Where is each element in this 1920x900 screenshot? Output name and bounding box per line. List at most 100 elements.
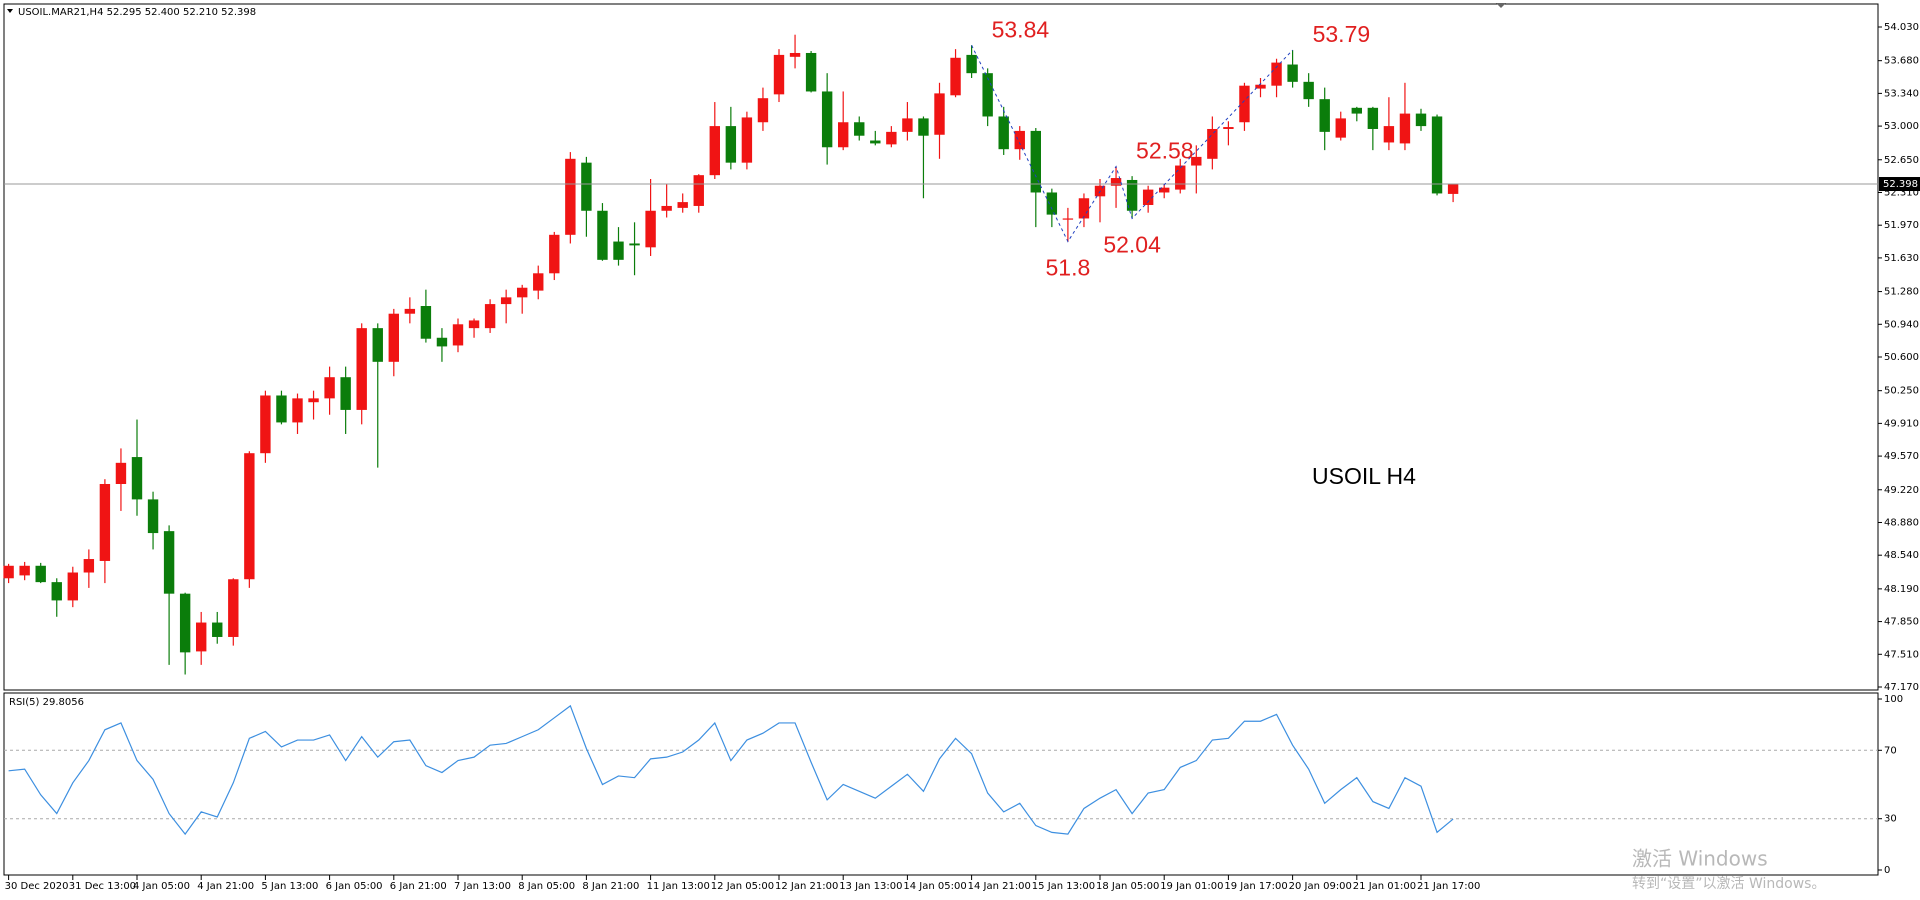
- candle-body: [950, 57, 961, 96]
- candle-body: [1415, 113, 1427, 127]
- symbol-menu-icon[interactable]: [7, 9, 13, 13]
- candle-body: [854, 122, 865, 136]
- candle-body: [484, 304, 496, 329]
- x-tick-label: 15 Jan 13:00: [1032, 881, 1095, 892]
- candle-body: [163, 531, 175, 594]
- candle-body: [581, 162, 592, 211]
- candle-body: [228, 579, 239, 637]
- candle-body: [1110, 178, 1122, 186]
- rsi-line: [8, 704, 1454, 836]
- candle-body: [260, 395, 271, 454]
- price-tag: [1879, 177, 1920, 192]
- y-tick-label: 47.510: [1884, 649, 1919, 660]
- price-tag-label: 52.398: [1883, 179, 1918, 190]
- candle-body: [115, 462, 127, 484]
- candle-body: [838, 122, 849, 148]
- y-tick-label: 50.600: [1884, 352, 1919, 363]
- x-tick-label: 21 Jan 01:00: [1353, 881, 1416, 892]
- candle-body: [918, 118, 929, 136]
- candle-body: [1287, 64, 1298, 82]
- y-tick-label: 49.910: [1884, 418, 1919, 429]
- y-tick-label: 48.190: [1884, 584, 1919, 595]
- x-tick-label: 4 Jan 21:00: [197, 881, 254, 892]
- rsi-panel: [3, 692, 1879, 876]
- candle-body: [1175, 165, 1186, 190]
- x-tick-label: 14 Jan 21:00: [968, 881, 1031, 892]
- annotation-label: 53.79: [1313, 21, 1371, 47]
- y-tick-label: 53.340: [1884, 88, 1919, 99]
- candle-body: [966, 54, 977, 74]
- annotation-label: 51.8: [1046, 255, 1091, 281]
- candle-body: [468, 320, 480, 329]
- shift-marker: [1496, 3, 1506, 8]
- y-tick-label: 0: [1884, 865, 1890, 876]
- candle-body: [147, 499, 159, 534]
- candle-body: [388, 313, 399, 362]
- y-tick-label: 53.680: [1884, 56, 1919, 67]
- candle-body: [179, 593, 191, 653]
- candle-body: [276, 395, 287, 423]
- candle-body: [693, 175, 704, 206]
- y-tick-label: 48.540: [1884, 550, 1919, 561]
- y-tick-label: 54.030: [1884, 22, 1919, 33]
- candle-body: [3, 565, 14, 579]
- candle-body: [1319, 99, 1330, 132]
- x-tick-label: 31 Dec 13:00: [69, 881, 136, 892]
- annotation-label: 53.84: [992, 16, 1050, 42]
- candle-body: [500, 297, 512, 305]
- candle-body: [67, 572, 78, 601]
- y-tick-label: 30: [1884, 814, 1897, 825]
- x-tick-label: 6 Jan 21:00: [390, 881, 447, 892]
- candle-body: [1191, 156, 1202, 166]
- candle-body: [982, 73, 993, 117]
- candle-body: [902, 118, 913, 132]
- candle-body: [1255, 84, 1266, 89]
- candle-body: [597, 210, 608, 260]
- chart-header: USOIL.MAR21,H4 52.295 52.400 52.210 52.3…: [18, 7, 256, 18]
- x-tick-label: 12 Jan 21:00: [775, 881, 838, 892]
- x-tick-label: 21 Jan 17:00: [1417, 881, 1480, 892]
- x-tick-label: 11 Jan 13:00: [647, 881, 710, 892]
- candle-body: [324, 377, 335, 399]
- y-tick-label: 48.880: [1884, 517, 1919, 528]
- candle-body: [1351, 107, 1362, 114]
- candle-body: [83, 559, 95, 573]
- x-tick-label: 5 Jan 13:00: [261, 881, 318, 892]
- candle-body: [517, 287, 528, 298]
- x-tick-label: 8 Jan 21:00: [582, 881, 639, 892]
- y-tick-label: 53.000: [1884, 121, 1919, 132]
- candle-body: [565, 158, 576, 235]
- candle-body: [1399, 113, 1411, 144]
- y-tick-label: 70: [1884, 745, 1897, 756]
- candle-body: [934, 93, 945, 135]
- x-tick-label: 7 Jan 13:00: [454, 881, 511, 892]
- candle-body: [51, 582, 62, 601]
- candle-body: [1046, 192, 1058, 215]
- candle-body: [613, 241, 624, 260]
- y-tick-label: 50.250: [1884, 386, 1919, 397]
- candle-body: [709, 126, 720, 176]
- candle-body: [1030, 130, 1041, 193]
- candle-body: [998, 116, 1009, 150]
- candle-body: [725, 126, 737, 163]
- y-tick-label: 47.850: [1884, 617, 1919, 628]
- candle-body: [1223, 127, 1234, 129]
- candle-body: [629, 243, 640, 246]
- candle-body: [308, 398, 319, 403]
- candle-body: [1271, 62, 1282, 86]
- candle-body: [870, 140, 881, 144]
- candle-body: [131, 457, 143, 500]
- annotation-label: 52.58: [1136, 138, 1194, 164]
- candle-body: [773, 54, 785, 95]
- zigzag-line: [971, 45, 1293, 243]
- annotation-label: 52.04: [1103, 232, 1161, 258]
- candle-body: [1367, 107, 1379, 129]
- y-tick-label: 100: [1884, 694, 1903, 705]
- x-tick-label: 30 Dec 2020: [5, 881, 69, 892]
- candle-body: [1126, 179, 1138, 211]
- candle-body: [1014, 130, 1025, 150]
- candle-body: [340, 377, 351, 410]
- candle-body: [1207, 128, 1218, 159]
